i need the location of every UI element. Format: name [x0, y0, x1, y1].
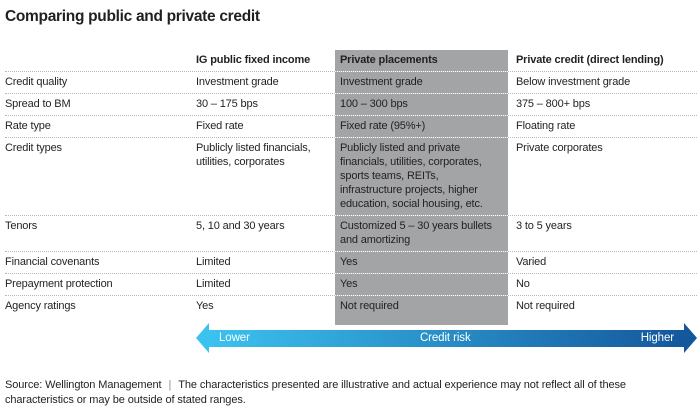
comparison-figure: Comparing public and private credit IG p… — [0, 8, 700, 407]
cell-private-placements: Not required — [335, 296, 508, 317]
spacer-cell — [335, 317, 508, 325]
cell-private-credit: Below investment grade — [516, 76, 631, 88]
row-label: Agency ratings — [5, 300, 76, 312]
cell-private-credit: Varied — [516, 256, 547, 268]
row-label: Credit quality — [5, 76, 68, 88]
separator-pipe: | — [168, 379, 172, 391]
arrow-label-higher: Higher — [640, 332, 674, 344]
table-row: Rate type Fixed rate Fixed rate (95%+) F… — [5, 116, 697, 138]
table-row: Prepayment protection Limited Yes No — [5, 274, 697, 296]
source-note: Source: Wellington Management | The charac… — [5, 378, 653, 407]
row-label: Prepayment protection — [5, 278, 113, 290]
cell-private-credit: 3 to 5 years — [516, 220, 572, 232]
table-row: Tenors 5, 10 and 30 years Customized 5 –… — [5, 216, 697, 252]
table-row: Agency ratings Yes Not required Not requ… — [5, 296, 697, 317]
cell-ig-public-fixed-income: Publicly listed financials, utilities, c… — [196, 142, 311, 168]
cell-private-credit: Not required — [516, 300, 575, 312]
row-label: Rate type — [5, 120, 51, 132]
comparison-table: IG public fixed income Private placement… — [5, 50, 697, 325]
cell-private-placements: Customized 5 – 30 years bullets and amor… — [335, 216, 508, 251]
left-arrowhead-icon — [196, 323, 209, 353]
col-header-empty — [5, 50, 196, 71]
row-label: Financial covenants — [5, 256, 100, 268]
row-label: Spread to BM — [5, 98, 71, 110]
cell-private-credit: No — [516, 278, 530, 290]
cell-ig-public-fixed-income: Limited — [196, 256, 231, 268]
page-title: Comparing public and private credit — [5, 8, 260, 25]
cell-private-credit: Floating rate — [516, 120, 576, 132]
table-header-row: IG public fixed income Private placement… — [5, 50, 697, 72]
arrow-label-credit-risk: Credit risk — [419, 332, 471, 344]
cell-ig-public-fixed-income: 30 – 175 bps — [196, 98, 258, 110]
table-row: Financial covenants Limited Yes Varied — [5, 252, 697, 274]
cell-private-credit: 375 – 800+ bps — [516, 98, 591, 110]
spacer-cell — [5, 317, 196, 325]
row-label: Tenors — [5, 220, 38, 232]
table-row: Credit quality Investment grade Investme… — [5, 72, 697, 94]
cell-ig-public-fixed-income: Yes — [196, 300, 214, 312]
cell-private-placements: Publicly listed and private financials, … — [335, 138, 508, 215]
credit-risk-arrow: Lower Credit risk Higher — [196, 323, 697, 353]
cell-ig-public-fixed-income: Limited — [196, 278, 231, 290]
table-row: Credit types Publicly listed financials,… — [5, 138, 697, 216]
cell-private-placements: Investment grade — [335, 72, 508, 93]
col-header-private-credit: Private credit (direct lending) — [516, 54, 664, 66]
cell-ig-public-fixed-income: Fixed rate — [196, 120, 244, 132]
cell-ig-public-fixed-income: 5, 10 and 30 years — [196, 220, 285, 232]
right-arrowhead-icon — [684, 323, 697, 353]
table-body: Credit quality Investment grade Investme… — [5, 72, 697, 317]
source-text: Source: Wellington Management — [5, 379, 162, 391]
table-row: Spread to BM 30 – 175 bps 100 – 300 bps … — [5, 94, 697, 116]
cell-private-credit: Private corporates — [516, 142, 603, 154]
credit-risk-gradient-bar: Lower Credit risk Higher — [209, 329, 684, 347]
cell-private-placements: Fixed rate (95%+) — [335, 116, 508, 137]
arrow-label-lower: Lower — [219, 332, 250, 344]
cell-ig-public-fixed-income: Investment grade — [196, 76, 279, 88]
row-label: Credit types — [5, 142, 62, 154]
cell-private-placements: Yes — [335, 274, 508, 295]
col-header-ig-public: IG public fixed income — [196, 54, 311, 66]
disclaimer-text: The characteristics presented are illust… — [5, 379, 626, 406]
highlight-column-footer — [5, 317, 697, 325]
cell-private-placements: 100 – 300 bps — [335, 94, 508, 115]
cell-private-placements: Yes — [335, 252, 508, 273]
col-header-private-placements: Private placements — [335, 50, 508, 71]
